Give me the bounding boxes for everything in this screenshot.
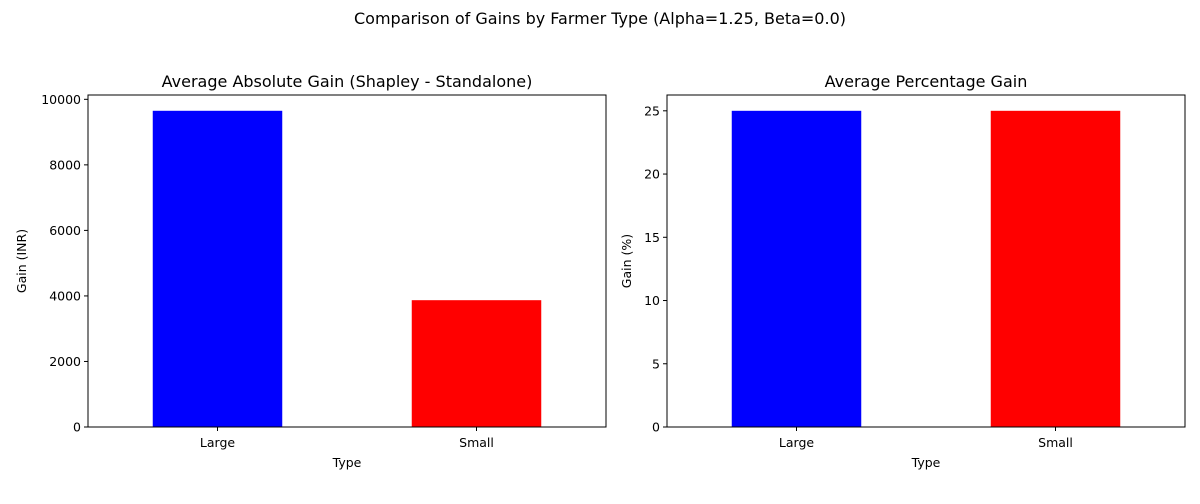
y-tick-label: 4000: [49, 288, 81, 303]
x-axis-label: Type: [911, 455, 941, 470]
chart-title: Average Absolute Gain (Shapley - Standal…: [162, 72, 533, 91]
plot-frame: [666, 94, 1186, 428]
y-tick-label: 10: [644, 293, 660, 308]
x-tick-label: Small: [459, 435, 494, 450]
bar-small: [411, 300, 542, 427]
bar-large: [152, 110, 283, 427]
y-tick-label: 20: [644, 167, 660, 182]
y-tick-label: 5: [652, 356, 660, 371]
bar-small: [990, 110, 1121, 427]
y-axis-label: Gain (%): [619, 234, 634, 288]
bar-large: [731, 110, 862, 427]
y-tick-label: 0: [652, 420, 660, 435]
y-tick-label: 25: [644, 103, 660, 118]
x-tick-label: Small: [1038, 435, 1073, 450]
x-tick-label: Large: [200, 435, 235, 450]
y-tick-label: 6000: [49, 223, 81, 238]
y-axis-label: Gain (INR): [14, 229, 29, 293]
y-tick-label: 15: [644, 230, 660, 245]
x-axis-label: Type: [332, 455, 362, 470]
x-tick-label: Large: [779, 435, 814, 450]
chart-title: Average Percentage Gain: [825, 72, 1028, 91]
plot-frame: [87, 94, 607, 428]
chart-panel-percentage-gain: Average Percentage Gain Type Gain (%) 0 5…: [619, 72, 1186, 470]
y-tick-label: 2000: [49, 354, 81, 369]
y-tick-label: 8000: [49, 157, 81, 172]
y-tick-label: 0: [73, 420, 81, 435]
y-tick-label: 10000: [41, 92, 81, 107]
chart-panel-absolute-gain: Average Absolute Gain (Shapley - Standal…: [14, 72, 607, 470]
figure-suptitle: Comparison of Gains by Farmer Type (Alph…: [354, 9, 846, 28]
